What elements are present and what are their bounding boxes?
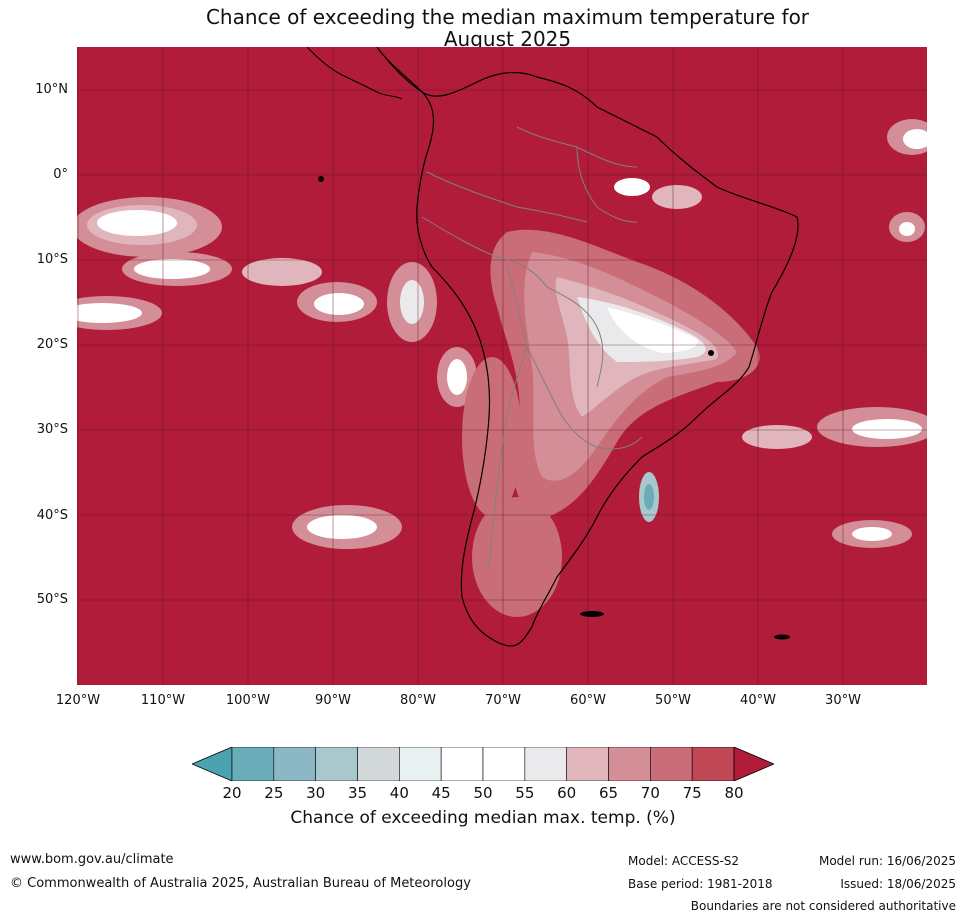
south-america-coastline: [376, 47, 799, 647]
colorbar-tick-label: 30: [306, 784, 326, 802]
pacific-low-probability-bands: [77, 197, 562, 617]
colorbar-segment: [691, 746, 735, 782]
colorbar-segment: [273, 746, 316, 782]
colorbar-graphic: [190, 746, 776, 782]
colorbar-tick-label: 55: [515, 784, 535, 802]
lon-label-90w: 90°W: [315, 693, 351, 708]
colorbar-tick-label: 70: [640, 784, 660, 802]
colorbar-tick-label: 40: [389, 784, 409, 802]
atlantic-low-probability-patches: [614, 119, 927, 548]
colorbar-segment: [399, 746, 442, 782]
colorbar-over-arrow: [733, 746, 776, 782]
issued-text: Issued: 18/06/2025: [840, 877, 956, 891]
country-boundaries: [421, 126, 643, 568]
lat-label-30s: 30°S: [36, 422, 68, 437]
lat-label-20s: 20°S: [36, 337, 68, 352]
colorbar-tick-label: 65: [598, 784, 619, 802]
model-run-text: Model run: 16/06/2025: [818, 854, 956, 868]
lat-label-50s: 50°S: [36, 592, 68, 607]
colorbar-label: Chance of exceeding median max. temp. (%…: [290, 808, 676, 828]
colorbar-segment: [524, 746, 567, 782]
colorbar-segment: [440, 746, 484, 782]
lon-label-50w: 50°W: [655, 693, 691, 708]
lon-label-30w: 30°W: [825, 693, 861, 708]
colorbar-tick-label: 25: [264, 784, 284, 802]
colorbar-tick-label: 45: [431, 784, 451, 802]
colorbar: [190, 746, 776, 782]
colorbar-tick-label: 80: [724, 784, 744, 802]
lat-label-0: 0°: [53, 167, 68, 182]
model-text: Model: ACCESS-S2: [628, 854, 740, 868]
lon-label-120w: 120°W: [55, 693, 101, 708]
lat-label-40s: 40°S: [36, 508, 68, 523]
lat-label-10n: 10°N: [35, 82, 68, 97]
colorbar-segment: [566, 746, 609, 782]
map-title-line2: August 2025: [443, 27, 572, 51]
copyright-text: © Commonwealth of Australia 2025, Austra…: [10, 876, 471, 891]
website-link[interactable]: www.bom.gov.au/climate: [10, 852, 174, 867]
disclaimer-text: Boundaries are not considered authoritat…: [690, 899, 956, 913]
lon-label-40w: 40°W: [740, 693, 776, 708]
graticule: [77, 47, 927, 685]
colorbar-segment: [315, 746, 358, 782]
colorbar-tick-label: 75: [682, 784, 702, 802]
colorbar-segment: [482, 746, 526, 782]
lon-label-100w: 100°W: [225, 693, 271, 708]
colorbar-segment: [357, 746, 400, 782]
continental-low-probability-area: [490, 229, 760, 517]
central-america-coastline: [306, 47, 403, 100]
colorbar-segment: [231, 746, 275, 782]
map-title-line1: Chance of exceeding the median maximum t…: [205, 5, 810, 29]
lon-label-60w: 60°W: [570, 693, 606, 708]
colorbar-under-arrow: [190, 746, 233, 782]
base-period-text: Base period: 1981-2018: [628, 877, 773, 891]
probability-map: [77, 47, 927, 685]
lat-label-10s: 10°S: [36, 252, 68, 267]
colorbar-segment: [650, 746, 693, 782]
colorbar-tick-label: 60: [557, 784, 577, 802]
colorbar-tick-label: 20: [222, 784, 242, 802]
map-panel: [77, 47, 927, 685]
colorbar-tick-label: 35: [347, 784, 368, 802]
lon-label-110w: 110°W: [140, 693, 186, 708]
islands: [318, 176, 790, 640]
lon-label-70w: 70°W: [485, 693, 521, 708]
colorbar-tick-label: 50: [473, 784, 493, 802]
lon-label-80w: 80°W: [400, 693, 436, 708]
colorbar-segment: [608, 746, 651, 782]
